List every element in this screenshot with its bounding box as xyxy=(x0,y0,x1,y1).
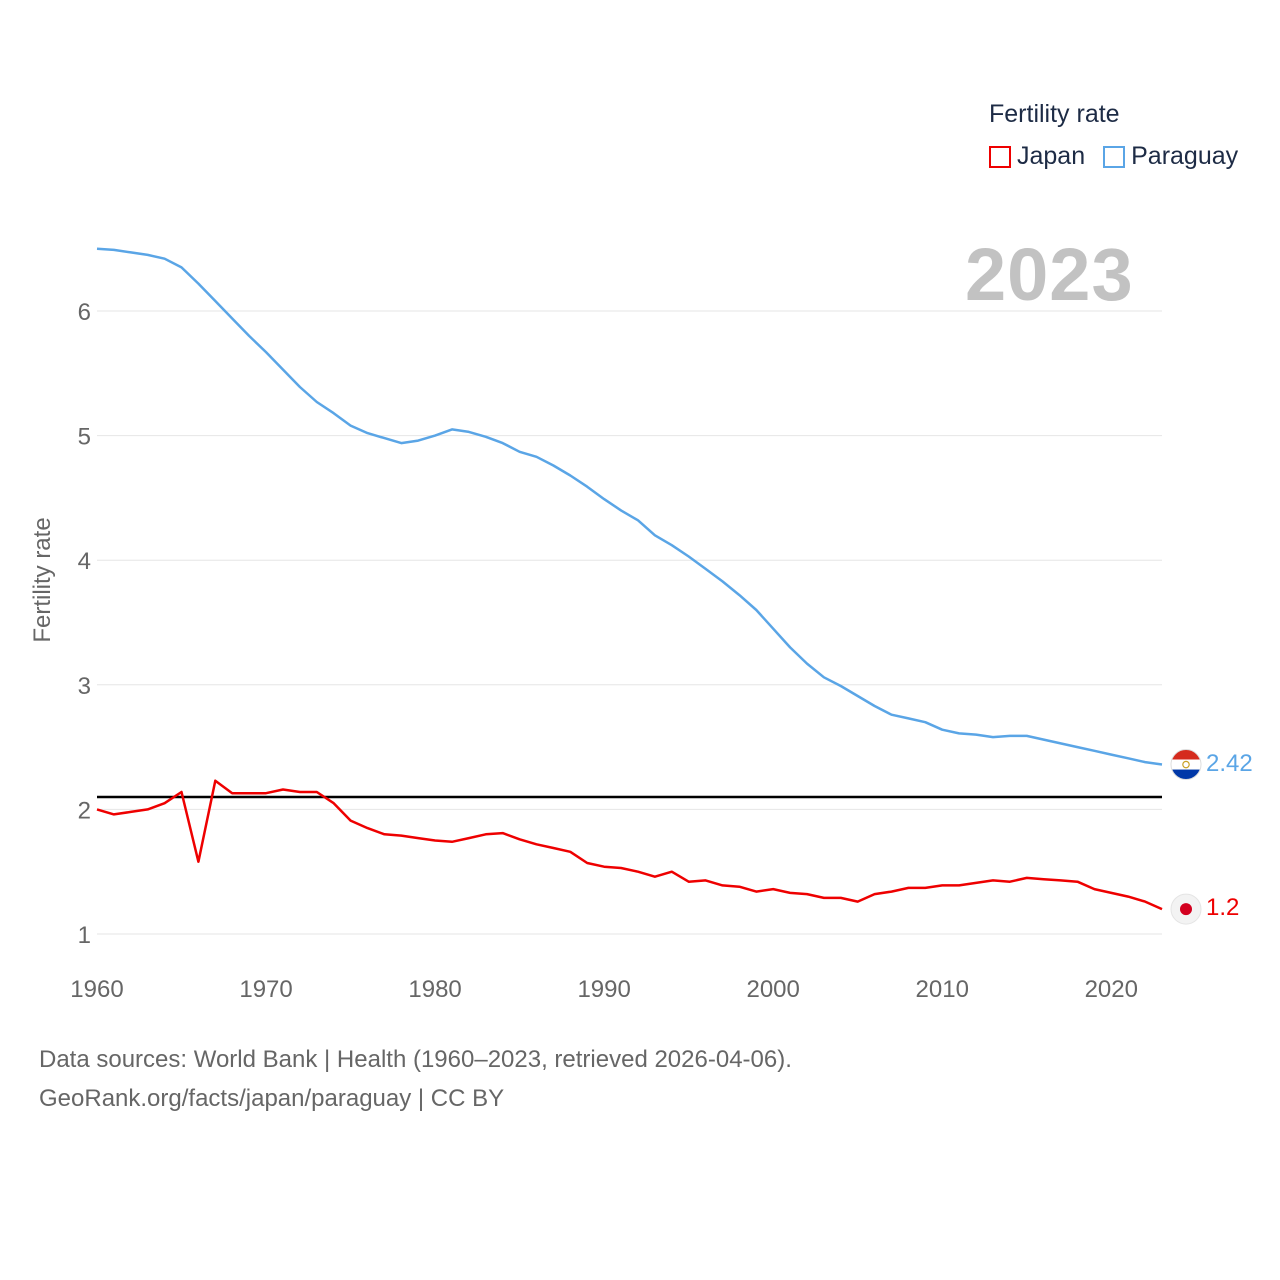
x-tick-labels: 1960 1970 1980 1990 2000 2010 2020 xyxy=(70,976,1138,1003)
y-tick-label: 6 xyxy=(78,299,91,326)
y-tick-label: 5 xyxy=(78,424,91,451)
end-markers xyxy=(1170,749,1202,925)
x-tick-label: 1960 xyxy=(70,976,123,1003)
year-label: 2023 xyxy=(965,233,1134,316)
legend-swatch-japan xyxy=(989,145,1011,168)
end-label-japan: 1.2 xyxy=(1206,894,1240,922)
legend-label-paraguay: Paraguay xyxy=(1131,142,1239,170)
x-tick-label: 1990 xyxy=(577,976,630,1003)
japan-flag-icon xyxy=(1170,893,1202,925)
paraguay-flag-icon xyxy=(1170,749,1202,781)
legend-label-japan: Japan xyxy=(1017,142,1086,170)
x-tick-label: 2010 xyxy=(916,976,969,1003)
x-tick-label: 2020 xyxy=(1085,976,1138,1003)
y-tick-label: 2 xyxy=(78,797,91,824)
grid-lines xyxy=(97,310,1162,935)
series-line-paraguay xyxy=(96,247,1163,766)
y-tick-label: 4 xyxy=(78,548,91,575)
legend: Japan Paraguay xyxy=(989,142,1256,171)
footer-attribution[interactable]: GeoRank.org/facts/japan/paraguay | CC BY xyxy=(39,1085,505,1112)
legend-title: Fertility rate xyxy=(989,100,1120,128)
y-tick-labels: 1 2 3 4 5 6 xyxy=(78,299,91,949)
y-axis-title: Fertility rate xyxy=(29,517,56,643)
series-lines xyxy=(96,247,1163,911)
series-line-japan xyxy=(96,779,1163,911)
legend-entry-paraguay[interactable]: Paraguay xyxy=(1103,142,1238,171)
y-tick-label: 3 xyxy=(78,673,91,700)
legend-swatch-paraguay xyxy=(1103,145,1126,168)
legend-entry-japan[interactable]: Japan xyxy=(989,142,1085,171)
x-tick-label: 2000 xyxy=(746,976,799,1003)
y-tick-label: 1 xyxy=(78,922,91,949)
end-label-paraguay: 2.42 xyxy=(1206,749,1253,777)
footer-sources: Data sources: World Bank | Health (1960–… xyxy=(39,1046,792,1073)
x-tick-label: 1970 xyxy=(239,976,292,1003)
x-tick-label: 1980 xyxy=(408,976,461,1003)
